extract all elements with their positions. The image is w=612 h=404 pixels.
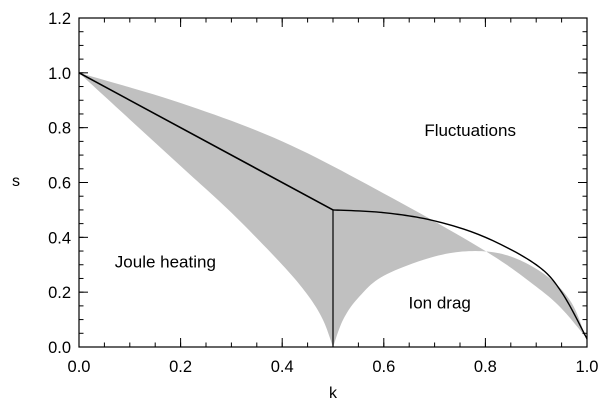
y-tick-label: 1.0: [48, 65, 71, 83]
y-axis-title: s: [12, 173, 20, 190]
annotation-label: Fluctuations: [424, 121, 516, 140]
y-tick-label: 0.2: [48, 284, 71, 302]
annotation-label: Ion drag: [408, 294, 470, 313]
y-tick-label: 0.4: [48, 229, 71, 247]
x-tick-label: 0.2: [169, 358, 192, 376]
y-tick-label: 0.6: [48, 175, 71, 193]
x-tick-label: 0.8: [474, 358, 497, 376]
x-tick-label: 0.6: [372, 358, 395, 376]
x-tick-label: 0.4: [271, 358, 294, 376]
x-axis-title: k: [329, 385, 338, 402]
y-tick-label: 0.0: [48, 339, 71, 357]
tick-group: [78, 17, 588, 348]
x-tick-label: 1.0: [576, 358, 599, 376]
y-tick-label: 1.2: [48, 10, 71, 28]
diagonal-line: [78, 72, 334, 211]
x-tick-label: 0.0: [68, 358, 91, 376]
annotation-label: Joule heating: [115, 252, 216, 271]
curve-group: [78, 72, 588, 347]
arc-line: [332, 209, 588, 340]
annotation-group: Fluctuations Joule heating Ion drag: [115, 121, 516, 313]
tick-label-group: 0.0 0.2 0.4 0.6 0.8 1.0 0.0 0.2 0.4 0.6 0.8 1.0 1.2: [48, 10, 598, 376]
y-tick-label: 0.8: [48, 120, 71, 138]
